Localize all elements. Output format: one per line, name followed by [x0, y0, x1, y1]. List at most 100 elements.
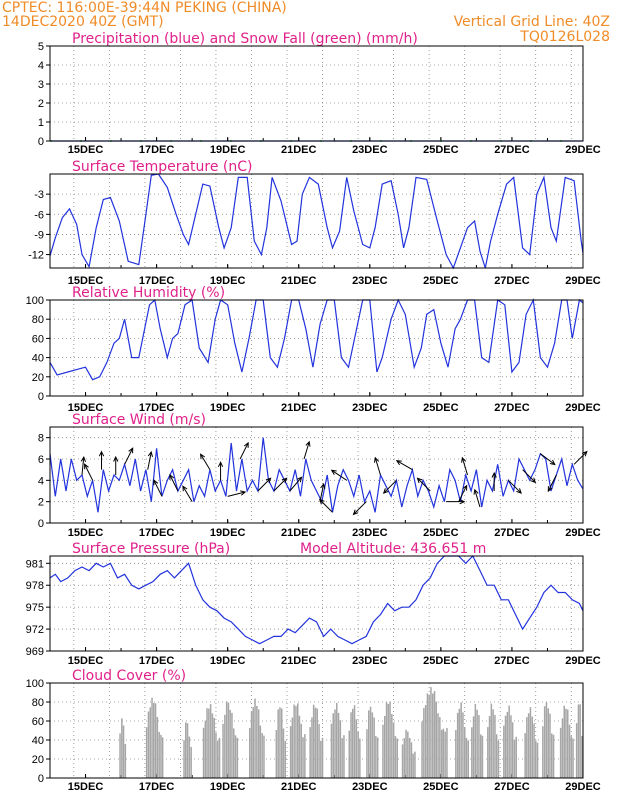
wind-ytick-label: 2	[38, 497, 44, 509]
cloud-cover-bar	[577, 704, 580, 778]
cloud-cover-bar	[151, 697, 153, 778]
cloud-title: Cloud Cover (%)	[72, 668, 186, 684]
cloud-cover-bar	[353, 705, 356, 778]
cloud-cover-bar	[332, 713, 334, 778]
cloud-cover-bar	[382, 724, 384, 778]
cloud-cover-bar	[375, 736, 377, 778]
cloud-cover-bar	[456, 712, 459, 778]
cloud-cover-bar	[318, 723, 320, 778]
cloud-cover-bar	[533, 723, 535, 778]
wind-arrow-head	[547, 486, 553, 493]
wind-arrow-head	[128, 447, 134, 454]
wind-direction-arrow	[289, 477, 302, 492]
cloud-cover-bar	[304, 734, 306, 778]
press-plot-frame	[49, 555, 584, 652]
press-xtick-label: 21DEC	[281, 655, 317, 667]
wind-direction-arrow	[81, 457, 85, 476]
cloud-cover-bar	[275, 730, 278, 778]
temp-xtick-label: 29DEC	[565, 275, 601, 287]
cloud-cover-bar	[391, 714, 393, 778]
cloud-cover-bar	[188, 736, 191, 778]
wind-arrow-head	[516, 488, 522, 494]
cloud-cover-bar	[405, 729, 407, 778]
cloud-cover-bar	[426, 693, 429, 778]
wind-direction-arrow	[508, 479, 522, 494]
cloud-cover-bar	[158, 731, 160, 778]
cloud-cover-bar	[122, 725, 125, 778]
cloud-cover-bar	[524, 733, 526, 778]
cloud-cover-bar	[384, 716, 386, 778]
cloud-cover-bar	[252, 707, 254, 778]
cloud-cover-bar	[254, 698, 256, 778]
press-ytick-label: 972	[26, 624, 44, 636]
cloud-cover-bar	[421, 721, 423, 778]
cloud-cover-bar	[428, 694, 430, 778]
press-ytick-label: 969	[26, 646, 44, 658]
cloud-plot-frame	[49, 682, 584, 779]
wind-direction-arrow	[273, 477, 287, 492]
press-series-line	[49, 554, 584, 645]
cloud-cover-bar	[206, 708, 208, 778]
wind-direction-arrow	[147, 451, 152, 470]
cloud-xtick-label: 27DEC	[494, 781, 530, 793]
wind-direction-arrow	[319, 483, 325, 502]
cloud-cover-bar	[350, 712, 352, 778]
wind-arrow-head	[462, 484, 468, 491]
wind-xtick-label: 19DEC	[210, 527, 246, 539]
wind-xtick-label: 15DEC	[68, 527, 104, 539]
cloud-cover-bar	[297, 703, 299, 778]
wind-direction-arrow	[153, 480, 163, 497]
rh-xtick-label: 17DEC	[139, 402, 175, 414]
cloud-cover-bar	[495, 734, 498, 778]
temp-ytick-label: -9	[34, 229, 44, 241]
press-title: Surface Pressure (hPa)	[72, 541, 230, 557]
cloud-cover-bar	[387, 704, 390, 778]
cloud-cover-bar	[215, 732, 217, 778]
cloud-cover-bar	[217, 740, 219, 778]
cloud-cover-bar	[352, 708, 354, 778]
cloud-cover-bar	[373, 717, 375, 778]
rh-xtick-label: 21DEC	[281, 402, 317, 414]
cloud-cover-bar	[432, 693, 434, 778]
wind-arrow-head	[84, 463, 89, 470]
cloud-cover-bar	[371, 712, 374, 778]
cloud-cover-bar	[487, 727, 489, 778]
wind-direction-arrow	[353, 501, 367, 515]
wind-arrow-head	[153, 479, 159, 486]
cloud-cover-bar	[359, 738, 361, 778]
wind-arrow-head	[169, 473, 175, 480]
temp-plot-frame	[49, 173, 584, 269]
cloud-cover-bar	[437, 713, 439, 778]
cloud-cover-bar	[218, 737, 221, 778]
precip-ytick-label: 2	[38, 98, 44, 110]
cloud-xtick-label: 21DEC	[281, 781, 317, 793]
wind-direction-arrow	[319, 499, 333, 513]
cloud-cover-bar	[250, 711, 253, 778]
cloud-cover-bar	[284, 740, 286, 778]
press-ytick-label: 978	[26, 580, 44, 592]
cloud-cover-bar	[423, 708, 425, 778]
cloud-cover-bar	[458, 708, 461, 778]
cloud-cover-bar	[526, 717, 528, 778]
precip-ytick-label: 4	[38, 60, 44, 72]
cloud-cover-bar	[433, 691, 436, 778]
temp-ytick-label: -12	[28, 250, 44, 262]
cloud-cover-bar	[570, 736, 573, 778]
cloud-cover-bar	[385, 702, 388, 778]
precip-plot-frame	[49, 45, 584, 142]
rh-ytick-label: 100	[26, 295, 44, 307]
cloud-cover-bar	[119, 733, 121, 778]
cloud-cover-bar	[407, 731, 409, 778]
header-run-time: 14DEC2020 40Z (GMT)	[2, 14, 164, 30]
cloud-cover-bar	[233, 728, 235, 778]
cloud-cover-bar	[231, 712, 233, 778]
cloud-cover-bar	[190, 747, 192, 778]
cloud-cover-bar	[281, 708, 283, 778]
wind-arrow-head	[320, 482, 326, 490]
cloud-cover-bar	[503, 725, 505, 778]
cloud-cover-bar	[536, 742, 539, 778]
cloud-cover-bar	[263, 735, 265, 778]
precip-xtick-label: 15DEC	[68, 144, 104, 156]
wind-arrow-head	[217, 461, 224, 468]
